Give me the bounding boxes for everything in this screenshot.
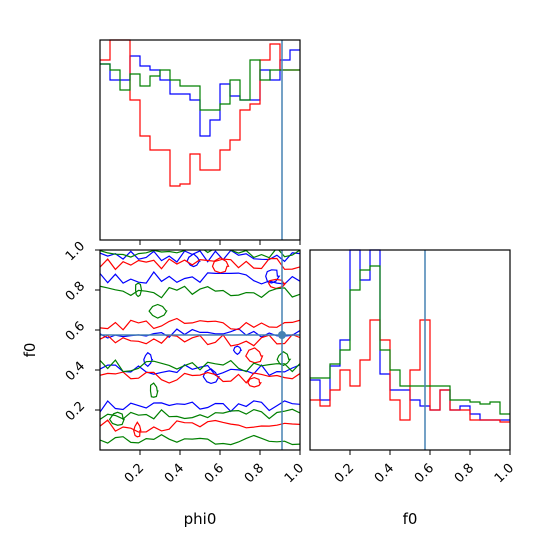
contour-red-4 xyxy=(100,257,300,271)
tick-label-x-f0-4: 1.0 xyxy=(492,461,517,486)
contour-blob-blue-1 xyxy=(202,368,220,385)
hist-phi0-series xyxy=(100,39,300,187)
tick-label-y-f0-1: 0.4 xyxy=(63,359,88,384)
contour-blob-red-1 xyxy=(211,257,230,274)
tick-label-x-f0-3: 0.8 xyxy=(452,461,477,486)
contour-red-1 xyxy=(100,371,300,384)
contour-green-3 xyxy=(100,285,300,299)
contour-green-4 xyxy=(100,250,300,259)
contour-blob-red-3 xyxy=(247,376,262,388)
tick-label-x-f0-1: 0.4 xyxy=(372,461,397,486)
panel-contour-phi0-f0: 0.2 0.4 0.6 0.8 1.0 0.2 0.4 0.6 0.8 1.0 phi0 f0 xyxy=(21,239,307,528)
tick-label-x-f0-0: 0.2 xyxy=(332,461,357,486)
contour-blue-3 xyxy=(100,271,300,285)
contour-blob-green-0 xyxy=(149,382,159,398)
contour-blue-0 xyxy=(100,400,300,413)
xlabel-f0: f0 xyxy=(403,510,418,528)
tick-label-x-f0-2: 0.6 xyxy=(412,461,437,486)
contour-blob-green-3 xyxy=(134,282,143,298)
panel-hist-phi0 xyxy=(99,39,301,245)
contour-blob-blue-3 xyxy=(265,269,281,284)
tick-label-x-phi0-1: 0.4 xyxy=(162,461,187,486)
truth-point xyxy=(278,331,286,339)
contour-red-3 xyxy=(100,317,300,331)
hist-f0-green xyxy=(310,265,510,415)
contour-green-0 xyxy=(100,434,300,446)
contour-blob-blue-2 xyxy=(143,351,154,368)
tick-label-y-f0-4: 1.0 xyxy=(63,239,88,264)
xlabel-phi0: phi0 xyxy=(184,510,217,528)
contour-blob-red-2 xyxy=(133,421,142,438)
tick-label-y-f0-0: 0.2 xyxy=(63,399,88,424)
panel-frame-contour xyxy=(99,249,301,451)
ticks-right: 0.2 0.4 0.6 0.8 1.0 xyxy=(332,450,517,486)
ylabel-f0: f0 xyxy=(21,343,39,358)
contour-blob-green-1 xyxy=(108,411,125,426)
hist-f0-series xyxy=(310,249,510,423)
tick-label-x-phi0-3: 0.8 xyxy=(242,461,267,486)
contour-green-1 xyxy=(100,408,300,420)
tick-label-x-phi0-0: 0.2 xyxy=(122,461,147,486)
hist-phi0-red xyxy=(100,39,300,187)
contour-blob-blue-0 xyxy=(232,345,243,356)
contour-blue-4 xyxy=(100,250,300,263)
contour-red-0 xyxy=(100,419,300,433)
contour-blob-green-4 xyxy=(148,303,168,319)
contour-red-2 xyxy=(100,333,300,347)
contour-blob-red-4 xyxy=(245,347,264,364)
contour-green-2 xyxy=(100,359,300,373)
contour-series xyxy=(100,250,300,446)
panel-frame-top xyxy=(99,39,301,241)
contour-blob-red-0 xyxy=(268,278,287,290)
tick-label-y-f0-3: 0.8 xyxy=(63,279,88,304)
panel-hist-f0: 0.2 0.4 0.6 0.8 1.0 f0 xyxy=(309,249,517,528)
tick-label-y-f0-2: 0.6 xyxy=(63,319,88,344)
contour-blob-green-2 xyxy=(276,351,292,367)
hist-f0-red xyxy=(310,319,510,423)
ticks-top xyxy=(139,240,301,245)
tick-label-x-phi0-4: 1.0 xyxy=(282,461,307,486)
hist-phi0-green xyxy=(100,59,300,111)
tick-label-x-phi0-2: 0.6 xyxy=(202,461,227,486)
panel-frame-right xyxy=(309,249,511,451)
